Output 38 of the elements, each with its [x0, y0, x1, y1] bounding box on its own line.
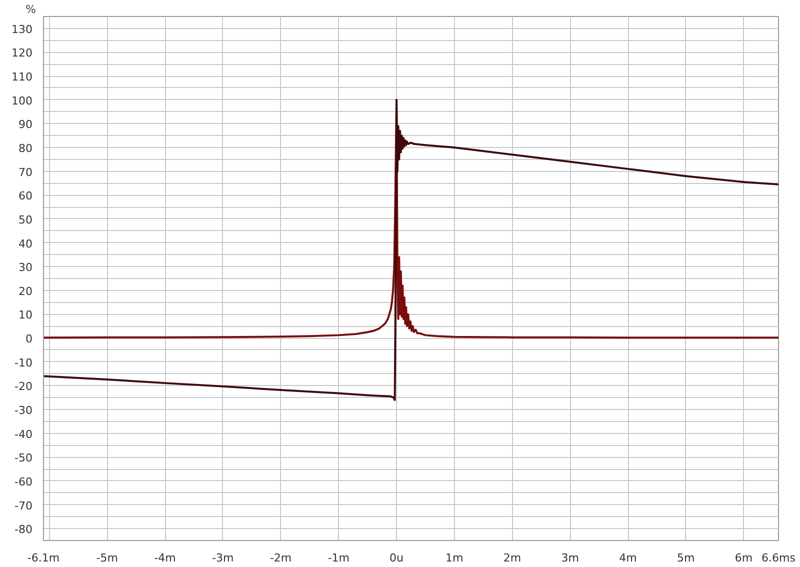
x-tick-label: -3m [212, 552, 234, 564]
x-tick-label: -1m [328, 552, 350, 564]
x-tick-label: 0u [390, 552, 404, 564]
y-tick-label: 70 [18, 166, 33, 179]
y-tick-label: -80 [14, 523, 32, 536]
y-tick-label: 120 [12, 46, 33, 60]
x-tick-label: 1m [446, 552, 464, 564]
x-tick-label: 6m [734, 552, 753, 564]
y-tick-label: 60 [18, 190, 33, 203]
y-tick-label: 40 [18, 237, 33, 250]
y-tick-label: -30 [14, 404, 32, 417]
x-tick-label: 2m [503, 552, 522, 564]
y-tick-label: 90 [18, 118, 33, 132]
x-tick-label: 5m [677, 552, 695, 564]
y-tick-label: -70 [14, 499, 32, 512]
y-tick-label: 50 [18, 213, 33, 226]
x-tick-label: 3m [561, 552, 580, 564]
y-axis-title: % [26, 3, 36, 16]
y-tick-label: 30 [18, 261, 33, 274]
x-tick-label: 6.6ms [762, 552, 796, 564]
y-tick-label: -50 [14, 452, 32, 465]
y-tick-label: -20 [14, 380, 32, 394]
y-tick-label: 100 [12, 94, 33, 108]
y-tick-label: -40 [14, 428, 32, 441]
y-tick-label: 0 [26, 332, 32, 346]
y-tick-label: -60 [14, 475, 32, 488]
line-series [44, 98, 778, 401]
y-tick-label: 10 [18, 308, 33, 322]
y-tick-label: -10 [14, 356, 32, 370]
y-tick-label: 110 [12, 70, 33, 84]
x-tick-label: -6.1m [27, 552, 60, 564]
y-tick-label: 130 [12, 22, 33, 36]
x-tick-label: 4m [619, 552, 637, 564]
x-tick-label: -5m [96, 552, 118, 564]
y-tick-label: 80 [18, 142, 33, 155]
x-tick-label: -4m [154, 552, 176, 564]
x-tick-label: -2m [270, 552, 292, 564]
y-tick-label: 20 [18, 284, 33, 298]
